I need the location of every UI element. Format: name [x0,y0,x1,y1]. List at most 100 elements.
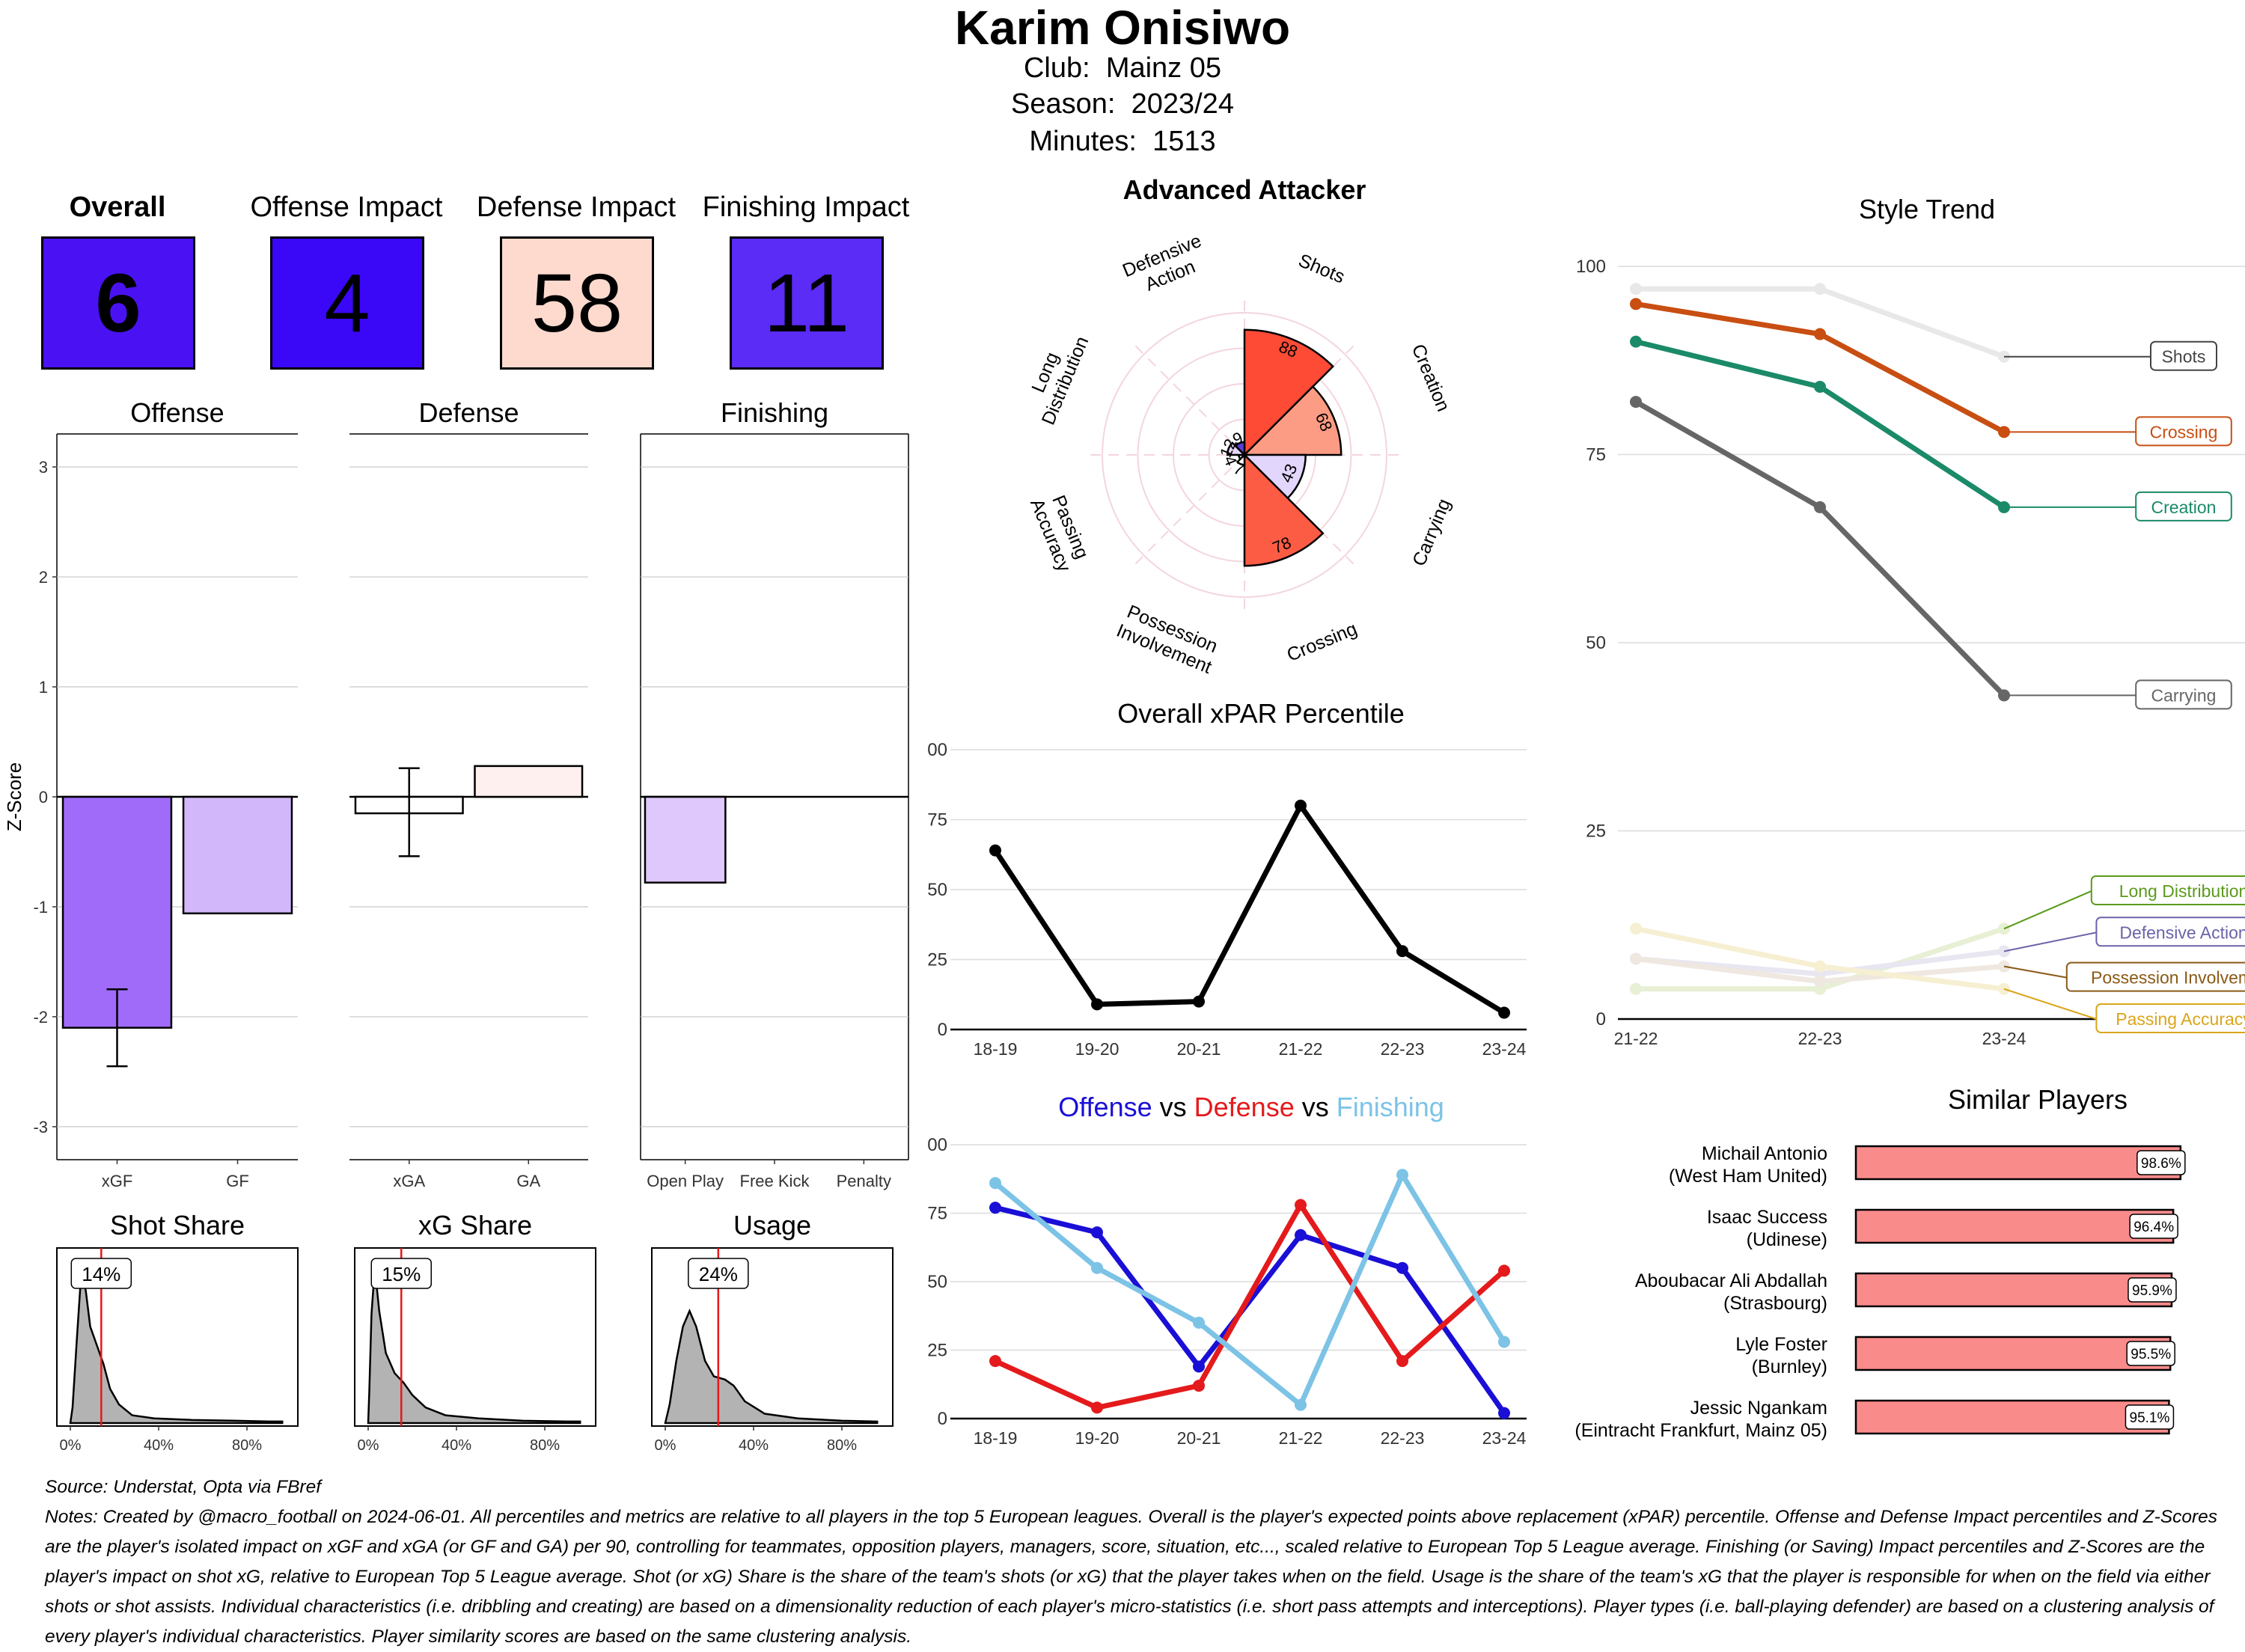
x-tick-label: 21-22 [1279,1428,1323,1448]
bar-gf [182,795,293,915]
x-tick-label: 21-22 [1279,1039,1323,1059]
style-point-shots [1814,283,1826,296]
bar-open-play [644,795,727,884]
offense-defense-finishing-line-chart: Offense vs Defense vs Finishing 100 75 50 25… [928,1092,1527,1448]
xpar-point-21-22 [1295,799,1307,812]
style-label-box [2065,961,2245,992]
style-label-long-distribution: Long Distribution [2119,881,2245,901]
kpi-card-finishing: 11 [730,236,884,370]
minutes-line: Minutes: 1513 [0,126,2245,158]
x-tick-label: 23-24 [1482,1039,1527,1059]
kpi-card-overall: 6 [41,236,195,370]
x-tick-label: 20-21 [1177,1039,1221,1059]
z-score-bar-charts: Z-Score 3 2 1 0 -1 -2 -3 Offense xGF GF Defense xGA G… [3,397,909,1190]
kpi-card-defense: 58 [500,236,654,370]
panel-title-defense: Defense [418,397,519,428]
ovd-title-part: vs [1152,1092,1187,1122]
style-label-defensive-action: Defensive Action [2119,923,2245,942]
density-marker-label: 24% [699,1263,738,1285]
style-label-shots: Shots [2162,347,2206,367]
x-tick-label-gf: GF [226,1172,249,1190]
polar-category-label-crossing: Crossing [1284,618,1360,666]
style-point-carrying [1814,501,1826,513]
polar-wedge-crossing [1243,452,1325,567]
similar-club: (Eintracht Frankfurt, Mainz 05) [1574,1420,1827,1441]
style-line-crossing [1635,301,2006,435]
point-defense [1091,1401,1103,1414]
x-tick-label-free-kick: Free Kick [740,1172,810,1190]
similar-bar-isaac-success [1854,1208,2175,1244]
point-finishing [1295,1398,1307,1411]
style-point-shots [1630,283,1642,296]
y-tick-label: 0 [938,1020,947,1040]
y-tick-label: 100 [1576,257,1606,277]
point-finishing [1498,1336,1510,1348]
density-marker-box [688,1258,749,1289]
density-marker-label: 15% [382,1263,421,1285]
x-tick-label: 23-24 [1982,1029,2026,1048]
similar-players-bar-chart: Similar Players Michail Antonio(West Ham … [1574,1084,2186,1441]
point-defense [1295,1199,1307,1211]
style-line-carrying [1634,400,2006,697]
style-label-leader [2003,988,2097,1020]
club-label: Club: [1023,52,1090,84]
polar-category-word: Creation [1408,341,1454,414]
similar-bar-lyle-foster [1854,1336,2172,1371]
y-tick-label: -2 [33,1008,48,1027]
point-defense [1193,1380,1205,1392]
player-name: Karim Onisiwo [954,1,1291,55]
point-finishing [1193,1316,1205,1329]
x-tick-label: 19-20 [1075,1428,1120,1448]
similar-club: (West Ham United) [1669,1166,1827,1187]
y-tick-label: 25 [928,1341,947,1361]
similar-bar-aboubacar-ali-abdallah [1854,1272,2173,1308]
y-tick-label: 75 [928,810,947,830]
style-label-leader [2003,931,2097,952]
similar-value-label: 95.5% [2131,1347,2171,1362]
polar-category-label-defensive-action: DefensiveAction [1120,230,1212,302]
similar-value-label: 95.1% [2130,1410,2170,1426]
y-tick-label: -3 [33,1118,48,1136]
ovd-title-part: Offense [1058,1092,1152,1122]
y-axis-label: Z-Score [3,762,25,831]
similar-value-box [2126,1341,2175,1366]
style-trend-line-chart: Style Trend 100 75 50 25 0 Shots Crossing Creati… [1576,194,2245,1048]
ovd-title-part: Defense [1187,1092,1295,1122]
point-offense [989,1202,1001,1214]
minutes-value: 1513 [1152,126,1216,157]
x-tick-label: 22-23 [1798,1029,1842,1048]
x-tick-label-xgf: xGF [102,1172,133,1190]
x-tick-label: 40% [442,1437,471,1454]
x-tick-label: 0% [655,1437,676,1454]
x-tick-label-xga: xGA [393,1172,425,1190]
polar-category-word: Crossing [1284,618,1360,666]
polar-category-label-passing-accuracy: PassingAccuracy [1026,488,1095,575]
y-tick-label: 0 [938,1409,947,1429]
y-tick-label: 3 [39,458,48,477]
x-tick-label: 22-23 [1381,1039,1425,1059]
y-tick-label: 1 [39,678,48,697]
x-tick-label: 18-19 [974,1428,1018,1448]
density-marker-label: 14% [82,1263,120,1285]
kpi-label-overall: Overall [69,192,166,223]
point-offense [1498,1407,1510,1419]
x-tick-label-open-play: Open Play [647,1172,724,1190]
style-label-box [2150,340,2217,371]
y-tick-label: -1 [33,898,48,917]
style-point-carrying [1630,396,1642,409]
style-label-leader [2003,965,2067,979]
x-tick-label: 21-22 [1614,1029,1658,1048]
y-tick-label: 25 [1586,822,1606,842]
polar-category-word: Carrying [1408,496,1455,569]
ovd-title-part: Finishing [1329,1092,1444,1122]
minutes-label: Minutes: [1029,126,1137,157]
source-text: Source: Understat, Opta via FBref [45,1477,322,1497]
x-tick-label: 80% [827,1437,857,1454]
season-line: Season: 2023/24 [0,88,2245,120]
season-value: 2023/24 [1131,88,1234,120]
xpar-point-22-23 [1396,945,1408,958]
xpar-point-19-20 [1091,998,1103,1011]
point-finishing [1091,1261,1103,1274]
point-defense [1498,1264,1510,1277]
point-defense [1396,1355,1408,1368]
